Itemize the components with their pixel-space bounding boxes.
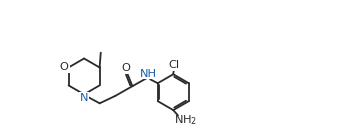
Text: N: N — [80, 93, 88, 103]
Text: O: O — [60, 62, 69, 72]
Text: Cl: Cl — [169, 60, 180, 70]
Text: NH: NH — [140, 69, 157, 79]
Text: O: O — [122, 63, 131, 73]
Text: NH$_2$: NH$_2$ — [174, 113, 197, 127]
